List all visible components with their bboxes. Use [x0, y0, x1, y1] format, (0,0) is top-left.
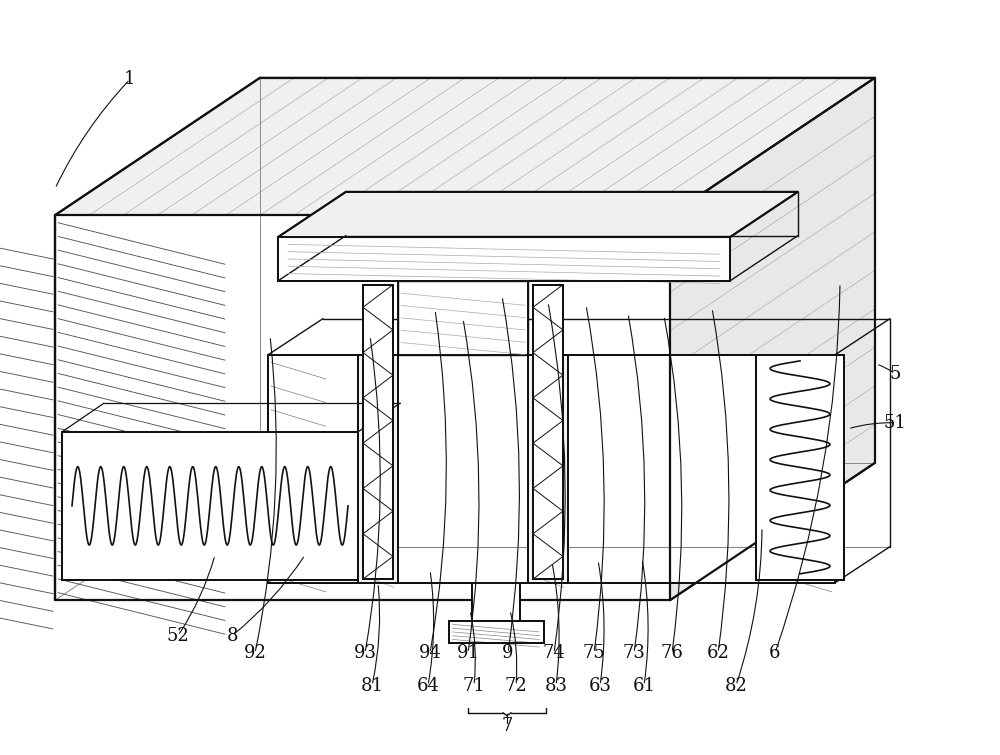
- Text: 76: 76: [661, 644, 683, 662]
- Text: 71: 71: [463, 676, 485, 695]
- Text: 62: 62: [707, 644, 729, 662]
- Text: 72: 72: [505, 676, 527, 695]
- Text: 8: 8: [226, 627, 238, 645]
- Text: 63: 63: [588, 676, 612, 695]
- Text: 5: 5: [889, 365, 901, 383]
- Polygon shape: [268, 355, 835, 583]
- Polygon shape: [670, 78, 875, 600]
- Text: 73: 73: [623, 644, 645, 662]
- Text: 6: 6: [769, 644, 781, 662]
- Polygon shape: [358, 355, 398, 583]
- Text: 94: 94: [419, 644, 441, 662]
- Polygon shape: [398, 281, 528, 355]
- Polygon shape: [756, 355, 844, 580]
- Text: 74: 74: [543, 644, 565, 662]
- Text: 91: 91: [456, 644, 480, 662]
- Text: 92: 92: [244, 644, 266, 662]
- Text: 7: 7: [501, 717, 513, 735]
- Text: 82: 82: [725, 676, 747, 695]
- Polygon shape: [278, 192, 798, 237]
- Polygon shape: [448, 621, 544, 643]
- Polygon shape: [55, 78, 875, 215]
- Polygon shape: [55, 215, 670, 600]
- Text: 64: 64: [417, 676, 439, 695]
- Polygon shape: [62, 432, 358, 580]
- Polygon shape: [363, 285, 393, 579]
- Text: 83: 83: [544, 676, 568, 695]
- Polygon shape: [528, 355, 568, 583]
- Text: 81: 81: [360, 676, 384, 695]
- Polygon shape: [278, 237, 730, 281]
- Text: 9: 9: [502, 644, 514, 662]
- Polygon shape: [472, 583, 520, 621]
- Text: 93: 93: [354, 644, 376, 662]
- Polygon shape: [533, 285, 563, 579]
- Text: 75: 75: [583, 644, 605, 662]
- Text: 51: 51: [884, 414, 906, 432]
- Text: 61: 61: [633, 676, 656, 695]
- Text: 1: 1: [124, 70, 136, 88]
- Text: 52: 52: [167, 627, 189, 645]
